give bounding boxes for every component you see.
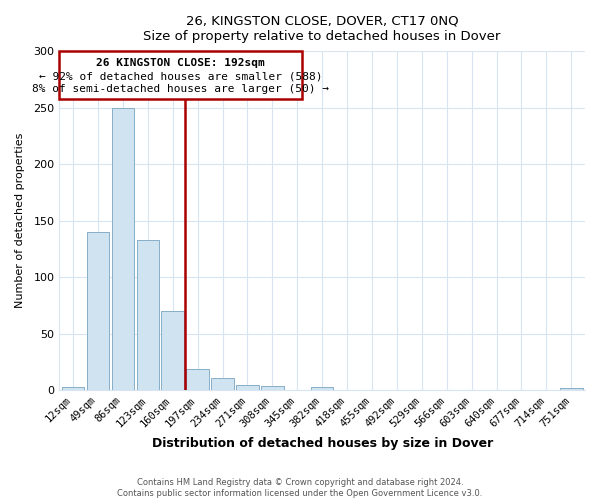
Bar [236,384,259,390]
Bar [161,311,184,390]
Bar [187,368,209,390]
Text: 26 KINGSTON CLOSE: 192sqm: 26 KINGSTON CLOSE: 192sqm [97,58,265,68]
Text: 8% of semi-detached houses are larger (50) →: 8% of semi-detached houses are larger (5… [32,84,329,94]
Bar [87,232,109,390]
Bar [560,388,583,390]
Text: ← 92% of detached houses are smaller (588): ← 92% of detached houses are smaller (58… [39,72,323,82]
Bar [311,387,334,390]
X-axis label: Distribution of detached houses by size in Dover: Distribution of detached houses by size … [152,437,493,450]
Y-axis label: Number of detached properties: Number of detached properties [15,133,25,308]
Bar [112,108,134,390]
Bar [137,240,159,390]
Title: 26, KINGSTON CLOSE, DOVER, CT17 0NQ
Size of property relative to detached houses: 26, KINGSTON CLOSE, DOVER, CT17 0NQ Size… [143,15,501,43]
Text: Contains HM Land Registry data © Crown copyright and database right 2024.
Contai: Contains HM Land Registry data © Crown c… [118,478,482,498]
Bar [261,386,284,390]
FancyBboxPatch shape [59,51,302,98]
Bar [211,378,234,390]
Bar [62,387,84,390]
